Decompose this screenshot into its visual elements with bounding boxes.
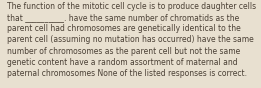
Text: The function of the mitotic cell cycle is to produce daughter cells
that _______: The function of the mitotic cell cycle i… — [7, 2, 256, 78]
